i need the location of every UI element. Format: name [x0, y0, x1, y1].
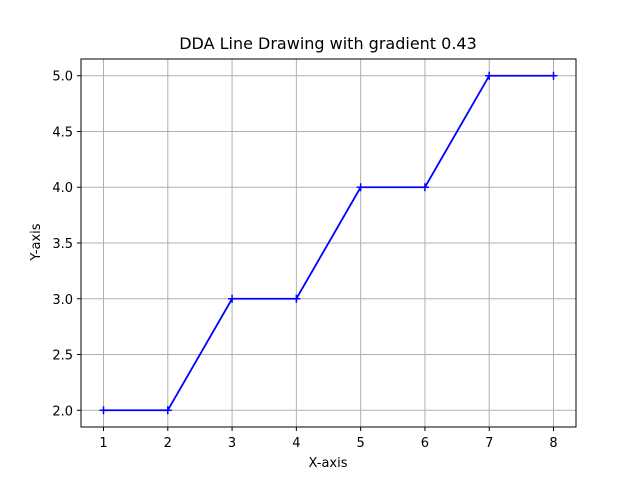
y-tick-label: 3.5 — [52, 237, 73, 252]
y-tick-label: 4.0 — [52, 181, 73, 196]
x-tick-label: 7 — [485, 436, 493, 451]
y-tick-label: 4.5 — [52, 125, 73, 140]
plus-marker — [228, 294, 237, 303]
grid-layer — [81, 59, 576, 427]
y-tick-label: 2.0 — [52, 404, 73, 419]
series-line — [103, 74, 554, 412]
plus-marker — [485, 71, 494, 80]
y-tick-layer: 2.0 2.5 3.0 3.5 4.0 4.5 5.0 — [52, 70, 81, 419]
plus-marker — [292, 294, 301, 303]
x-tick-label: 6 — [421, 436, 429, 451]
plus-marker — [99, 406, 108, 415]
y-tick-label: 5.0 — [52, 70, 73, 85]
y-tick-label: 2.5 — [52, 349, 73, 364]
x-tick-label: 1 — [99, 436, 107, 451]
x-tick-label: 8 — [549, 436, 557, 451]
plus-marker — [420, 183, 429, 192]
x-tick-label: 4 — [292, 436, 300, 451]
plus-marker — [356, 183, 365, 192]
plus-marker — [549, 71, 558, 80]
chart-title: DDA Line Drawing with gradient 0.43 — [179, 34, 477, 53]
y-axis-label: Y-axis — [29, 223, 44, 261]
y-tick-label: 3.0 — [52, 293, 73, 308]
x-tick-label: 3 — [228, 436, 236, 451]
x-tick-label: 5 — [357, 436, 365, 451]
x-axis-label: X-axis — [309, 456, 348, 471]
plus-marker — [163, 406, 172, 415]
series-layer — [99, 71, 558, 415]
x-tick-label: 2 — [164, 436, 172, 451]
x-tick-layer: 1 2 3 4 5 6 7 8 — [99, 427, 558, 451]
